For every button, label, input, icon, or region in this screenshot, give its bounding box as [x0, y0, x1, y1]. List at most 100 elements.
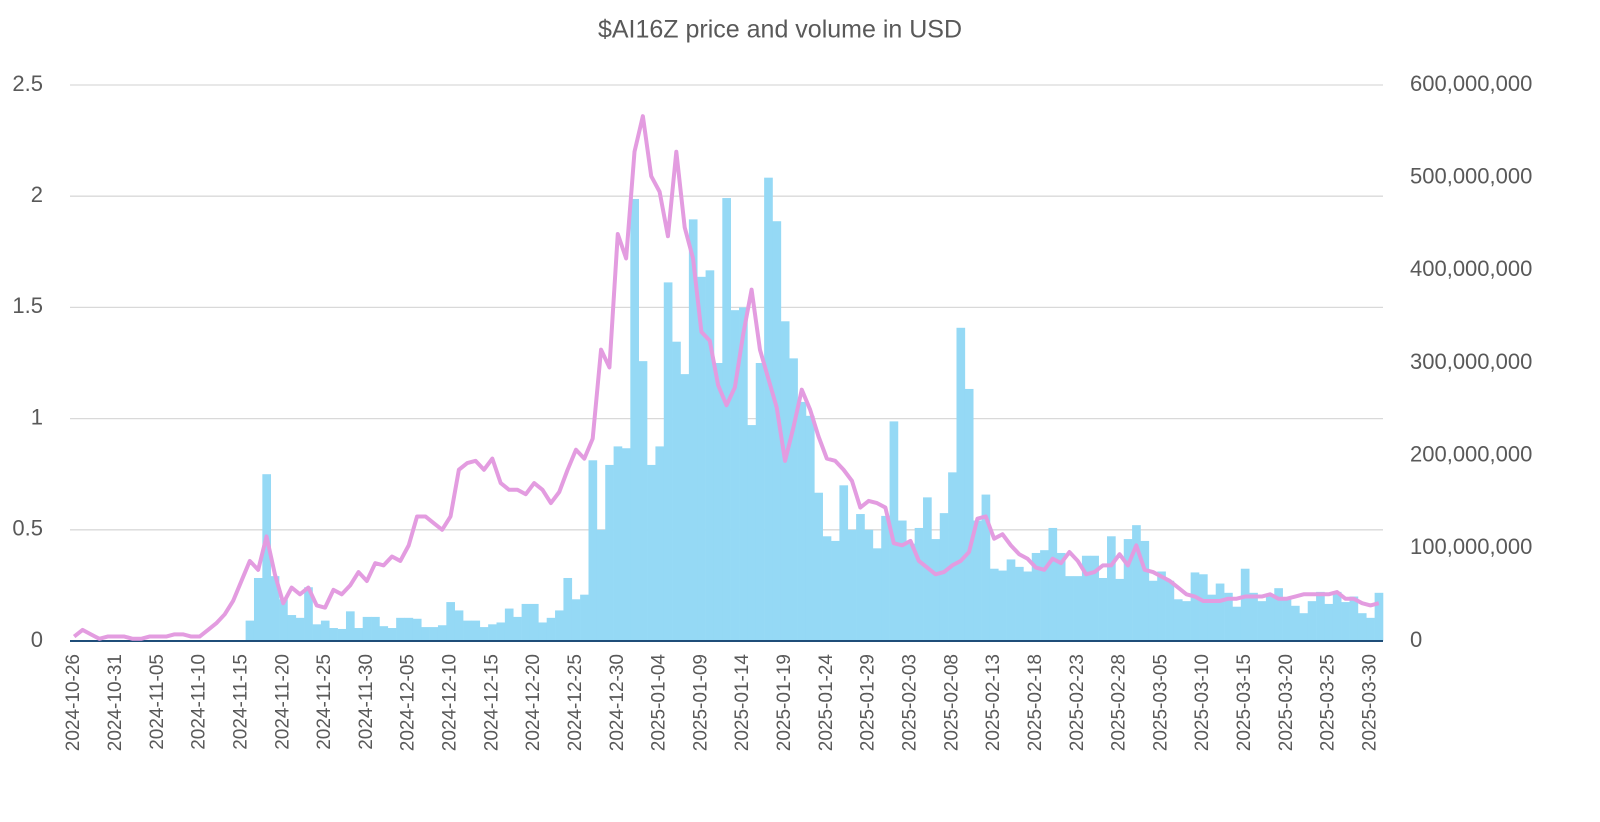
x-tick-label: 2025-03-15 [1234, 654, 1255, 751]
volume-bar [1048, 527, 1058, 641]
x-tick-label: 2025-02-13 [983, 654, 1004, 751]
x-tick-label: 2024-11-30 [356, 654, 377, 750]
volume-bar [1165, 580, 1175, 641]
y-tick-label: 0.5 [12, 516, 43, 541]
volume-bar [1240, 568, 1250, 641]
volume-bar [1015, 566, 1024, 641]
volume-bar [688, 219, 698, 641]
volume-bar [262, 474, 272, 641]
x-tick-label: 2024-10-31 [105, 654, 126, 751]
x-tick-label: 2025-02-18 [1025, 654, 1046, 751]
volume-bar [697, 276, 706, 641]
volume-bar [1257, 601, 1267, 641]
volume-bar [287, 615, 297, 641]
volume-bar [1215, 583, 1225, 641]
volume-bar [805, 415, 815, 641]
volume-bar [1023, 571, 1033, 641]
volume-bar [521, 603, 531, 641]
volume-bar [253, 577, 263, 641]
volume-bar [822, 536, 832, 641]
volume-bar [1132, 525, 1141, 641]
volume-bar [1173, 599, 1183, 641]
volume-bar [663, 282, 673, 641]
volume-bar [1282, 597, 1292, 641]
y2-tick-label: 400,000,000 [1410, 256, 1532, 281]
volume-bar [1366, 617, 1375, 641]
volume-bar [354, 628, 364, 641]
x-tick-label: 2024-12-30 [607, 654, 628, 751]
volume-bar [839, 485, 849, 641]
volume-bar [981, 494, 991, 641]
x-tick-label: 2025-01-24 [816, 654, 837, 752]
volume-bar [772, 221, 782, 641]
volume-bar [1115, 578, 1125, 641]
volume-bar [1006, 559, 1016, 641]
volume-bar [672, 341, 681, 641]
volume-bar [906, 543, 915, 641]
volume-bar [437, 625, 447, 641]
x-tick-label: 2025-02-28 [1109, 654, 1130, 751]
volume-bar [797, 401, 807, 641]
volume-bar [638, 361, 648, 641]
volume-bar [1107, 536, 1116, 641]
volume-bar [362, 616, 372, 641]
volume-bar [1374, 592, 1384, 641]
volume-bar [931, 539, 941, 641]
x-tick-label: 2025-02-08 [941, 654, 962, 751]
y-tick-label: 1.5 [12, 293, 43, 318]
volume-bar [387, 628, 397, 641]
volume-bar [1148, 580, 1158, 641]
x-tick-label: 2024-11-25 [314, 654, 335, 750]
volume-bar [379, 626, 389, 641]
volume-bar [1332, 591, 1342, 641]
x-tick-label: 2024-12-05 [398, 654, 419, 751]
y2-tick-label: 300,000,000 [1410, 349, 1532, 374]
volume-bar [304, 587, 313, 641]
volume-bar [1307, 601, 1317, 641]
x-tick-label: 2025-03-25 [1318, 654, 1339, 751]
volume-bar [1140, 540, 1150, 641]
volume-bar [563, 577, 573, 641]
volume-bar [571, 599, 581, 641]
volume-bar [1081, 555, 1091, 641]
volume-bar [295, 617, 305, 641]
volume-bar [755, 363, 765, 641]
x-tick-label: 2024-12-25 [565, 654, 586, 751]
volume-bar [429, 627, 439, 641]
x-tick-label: 2024-12-10 [440, 654, 461, 751]
x-tick-label: 2024-11-15 [230, 654, 251, 750]
volume-bar [479, 627, 489, 641]
volume-bar [513, 616, 522, 641]
volume-bar [948, 472, 957, 641]
volume-bar [897, 520, 907, 641]
volume-bar [529, 603, 539, 641]
volume-bar [546, 617, 556, 641]
volume-bar [1265, 596, 1275, 641]
volume-bar [789, 358, 798, 641]
volume-bar [956, 327, 966, 641]
volume-bar [973, 520, 982, 641]
volume-bar [279, 599, 288, 641]
volume-bar [1182, 601, 1191, 641]
volume-bar [872, 548, 882, 641]
x-tick-label: 2025-01-29 [858, 654, 879, 751]
volume-bar [270, 576, 280, 641]
volume-bar [1357, 613, 1367, 641]
volume-bar [312, 624, 322, 641]
volume-bar [764, 177, 773, 641]
x-tick-label: 2024-12-15 [481, 654, 502, 751]
volume-bar [329, 628, 338, 641]
x-tick-label: 2024-11-10 [189, 654, 210, 750]
volume-bar [1291, 605, 1300, 641]
volume-bar [889, 421, 899, 641]
volume-bar [245, 620, 255, 641]
volume-bar [1316, 591, 1325, 641]
volume-bar [1274, 588, 1283, 641]
volume-bar [396, 617, 405, 641]
volume-bar [1090, 555, 1099, 641]
volume-bar [881, 515, 890, 641]
volume-bar [1040, 550, 1049, 641]
volume-bar [747, 425, 757, 641]
